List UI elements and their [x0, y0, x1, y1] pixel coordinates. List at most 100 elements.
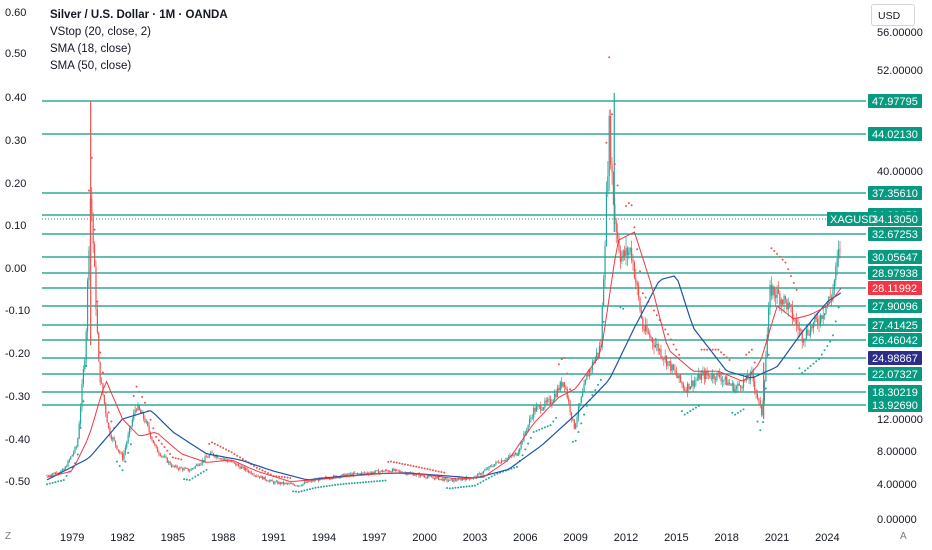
candle	[176, 464, 178, 470]
candle	[144, 415, 146, 424]
candle	[449, 479, 451, 481]
candle	[154, 441, 156, 447]
price-candles	[46, 92, 841, 488]
candle	[274, 480, 276, 486]
vstop-dot	[79, 426, 82, 429]
candle	[270, 479, 272, 483]
vstop-dot	[655, 314, 658, 317]
candle	[654, 337, 656, 349]
candle	[134, 405, 136, 417]
candle	[100, 377, 103, 385]
candle	[295, 485, 297, 487]
vstop-dot	[770, 247, 773, 250]
candle	[491, 464, 493, 468]
vstop-dot	[381, 479, 384, 482]
vstop-dot	[152, 427, 155, 430]
indicator-vstop[interactable]: VStop (20, close, 2)	[50, 26, 151, 38]
candle	[200, 462, 202, 466]
candle	[257, 474, 259, 478]
candle	[812, 321, 815, 334]
candle	[263, 476, 265, 480]
candle	[516, 452, 518, 457]
price-badge: 24.98867	[868, 351, 922, 365]
candle	[617, 223, 619, 243]
candle	[67, 459, 69, 468]
vstop-dot	[258, 468, 261, 471]
candle	[639, 296, 641, 313]
candle	[728, 378, 731, 386]
vstop-dot	[605, 141, 608, 144]
candle	[772, 283, 774, 299]
vstop-dot	[675, 348, 678, 351]
vstop-dot	[714, 348, 717, 351]
vstop-dot	[336, 483, 339, 486]
vstop-dot	[129, 443, 132, 446]
candle	[541, 406, 543, 412]
vstop-dot	[801, 371, 804, 374]
candle	[790, 303, 792, 313]
candle	[169, 460, 171, 466]
candle	[773, 285, 775, 302]
timezone-icon[interactable]: Z	[5, 531, 12, 542]
time-tick-label: 2000	[412, 532, 436, 544]
vstop-dot	[566, 372, 569, 375]
candle	[158, 450, 160, 457]
candle	[50, 473, 52, 478]
vstop-dot	[487, 477, 490, 480]
vstop-dot	[141, 395, 144, 398]
vstop-dot	[748, 351, 751, 354]
candle	[383, 470, 385, 472]
vstop-dot	[280, 475, 283, 478]
vstop-dot	[286, 476, 289, 479]
candle	[489, 464, 491, 468]
vstop-dot	[781, 258, 784, 261]
candle	[563, 382, 566, 393]
vstop-dot	[90, 156, 93, 159]
vstop-dot	[809, 364, 812, 367]
candle	[675, 366, 677, 379]
candle	[738, 380, 740, 386]
vstop-dot	[171, 456, 174, 459]
candle	[787, 297, 789, 317]
left-axis: 0.60 0.50 0.40 0.30 0.20 0.10 0.00 -0.10 -0.20 -0…	[5, 7, 30, 488]
vstop-dot	[132, 394, 135, 397]
candle	[92, 212, 94, 254]
vstop-dot	[266, 472, 269, 475]
candle	[798, 321, 801, 338]
candle	[71, 454, 73, 457]
vstop-dot	[289, 476, 292, 479]
candle	[190, 467, 192, 471]
candle	[138, 404, 140, 411]
vstop-dot	[451, 487, 454, 490]
auto-scale-button[interactable]: A	[900, 531, 907, 542]
vstop-dot	[496, 472, 499, 475]
candle	[307, 481, 310, 483]
vstop-dot	[46, 483, 49, 486]
time-tick-label: 1979	[60, 532, 84, 544]
candle	[432, 475, 434, 480]
candle	[147, 420, 149, 427]
candle	[103, 394, 105, 406]
currency-button[interactable]: USD	[871, 4, 915, 26]
candle	[151, 436, 153, 442]
vstop-dot	[166, 449, 169, 452]
candle	[358, 472, 360, 475]
candle	[196, 463, 198, 467]
candle	[397, 469, 399, 473]
vstop-dot	[373, 480, 376, 483]
candle	[73, 450, 75, 457]
candle	[88, 246, 90, 288]
candle	[496, 461, 498, 463]
candle	[766, 327, 768, 358]
indicator-sma50[interactable]: SMA (50, close)	[50, 60, 132, 72]
indicator-sma18[interactable]: SMA (18, close)	[50, 43, 132, 55]
candle	[605, 181, 608, 247]
vstop-dot	[563, 356, 566, 359]
candle	[236, 463, 238, 466]
vstop-dot	[650, 305, 653, 308]
candle	[291, 481, 293, 485]
candle	[85, 328, 87, 367]
candle	[156, 446, 159, 453]
right-tick-label: 8.00000	[877, 446, 917, 458]
